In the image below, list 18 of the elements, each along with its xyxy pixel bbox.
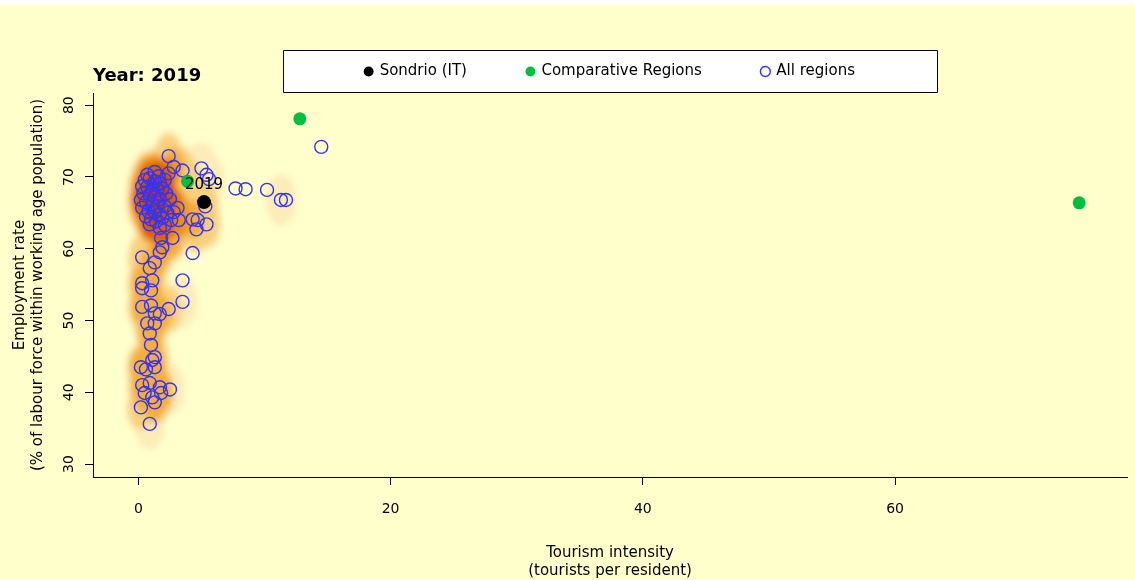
y-tick-label: 50	[59, 311, 76, 330]
point	[293, 112, 307, 126]
x-tick-label: 40	[633, 500, 652, 517]
y-tick-label: 30	[59, 455, 76, 473]
legend-label: All regions	[776, 61, 856, 80]
x-tick-label: 0	[133, 500, 143, 517]
y-tick-label: 40	[59, 383, 76, 402]
x-axis-title: Tourism intensity (tourists per resident)	[528, 542, 692, 579]
y-tick-label: 70	[59, 168, 76, 186]
x-tick-label: 20	[381, 500, 400, 517]
point	[1072, 196, 1086, 210]
legend-label: Comparative Regions	[541, 61, 703, 80]
y-tick-label: 60	[59, 239, 76, 258]
chart-title: Year: 2019	[93, 64, 202, 86]
x-tick-label: 60	[886, 500, 904, 517]
y-axis-title: Employment rate (% of labour force within working age population)	[9, 98, 46, 472]
y-tick-label: 80	[59, 96, 76, 115]
legend-label: Sondrio (IT)	[379, 61, 467, 80]
